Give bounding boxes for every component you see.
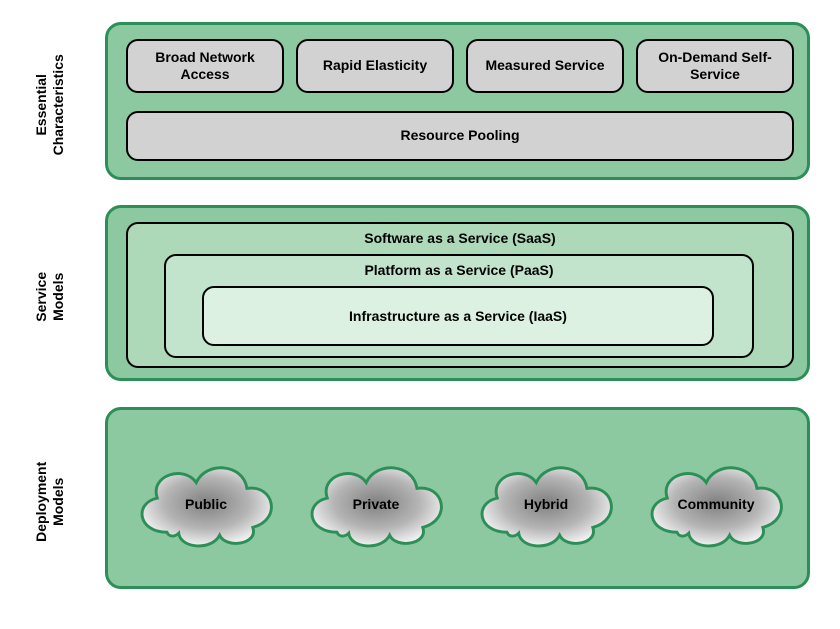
cloud-model-diagram: Essential Characteristics Service Models… — [0, 0, 840, 629]
cloud-public-label: Public — [128, 496, 284, 512]
char-measured-service: Measured Service — [466, 39, 624, 93]
cloud-public: Public — [128, 448, 284, 558]
cloud-hybrid: Hybrid — [468, 448, 624, 558]
panel-essential-characteristics: Broad Network Access Rapid Elasticity Me… — [105, 22, 810, 180]
label-deployment-models: Deployment Models — [33, 422, 67, 582]
label-service-models: Service Models — [33, 237, 67, 357]
cloud-community-label: Community — [638, 496, 794, 512]
cloud-community: Community — [638, 448, 794, 558]
layer-paas: Platform as a Service (PaaS) Infrastruct… — [164, 254, 754, 358]
label-essential-characteristics: Essential Characteristics — [33, 25, 67, 185]
layer-saas-label: Software as a Service (SaaS) — [128, 230, 792, 246]
cloud-private: Private — [298, 448, 454, 558]
layer-paas-label: Platform as a Service (PaaS) — [166, 262, 752, 278]
char-on-demand-self-service: On-Demand Self-Service — [636, 39, 794, 93]
cloud-private-label: Private — [298, 496, 454, 512]
panel-deployment-models: Public Private — [105, 407, 810, 589]
char-rapid-elasticity: Rapid Elasticity — [296, 39, 454, 93]
layer-saas: Software as a Service (SaaS) Platform as… — [126, 222, 794, 368]
cloud-hybrid-label: Hybrid — [468, 496, 624, 512]
layer-iaas-label: Infrastructure as a Service (IaaS) — [349, 308, 567, 324]
char-broad-network-access: Broad Network Access — [126, 39, 284, 93]
char-resource-pooling: Resource Pooling — [126, 111, 794, 161]
panel-service-models: Software as a Service (SaaS) Platform as… — [105, 205, 810, 381]
layer-iaas: Infrastructure as a Service (IaaS) — [202, 286, 714, 346]
